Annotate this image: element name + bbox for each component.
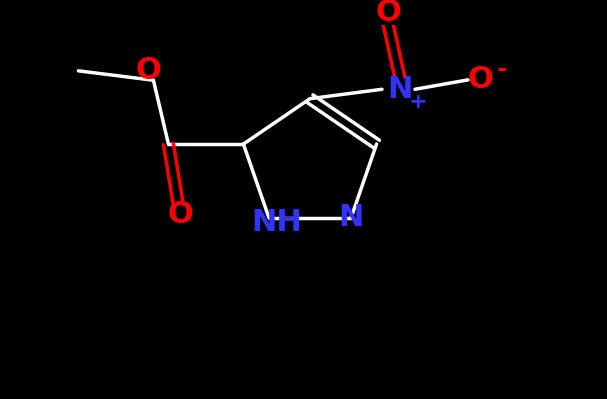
Text: O: O [375, 0, 401, 27]
Text: N: N [339, 203, 364, 232]
Text: O: O [135, 56, 161, 85]
Text: +: + [409, 93, 427, 113]
Text: O: O [467, 65, 493, 95]
Text: NH: NH [251, 208, 302, 237]
Text: O: O [168, 200, 194, 229]
Text: -: - [497, 57, 507, 81]
Text: N: N [387, 75, 413, 104]
